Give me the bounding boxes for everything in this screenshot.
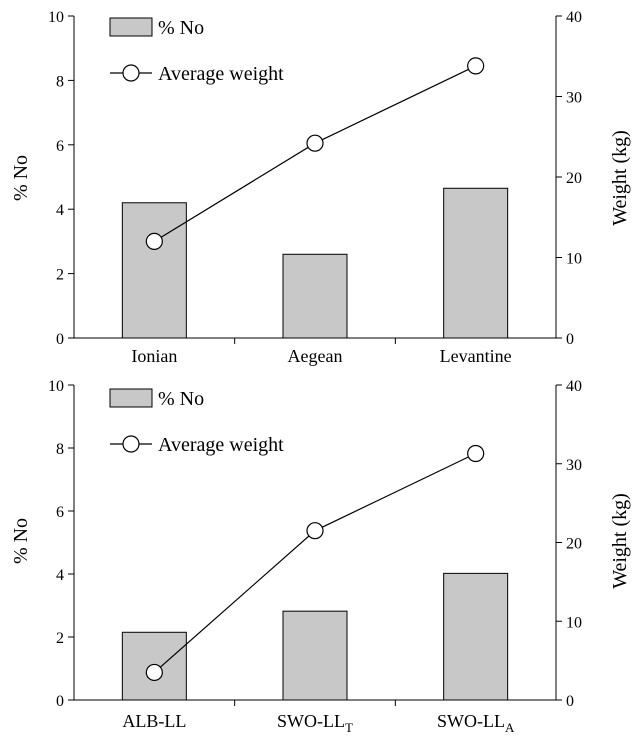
right-y-tick-label: 30 <box>566 90 582 107</box>
x-category-label-subscript: A <box>505 720 515 735</box>
right-axis-title: Weight (kg) <box>609 130 631 226</box>
x-category-label: Levantine <box>440 346 512 366</box>
legend-bar-swatch <box>109 17 153 37</box>
x-category-label: SWO-LLT <box>277 711 353 735</box>
left-y-tick-label: 8 <box>56 441 64 458</box>
right-y-tick-label: 0 <box>566 331 574 348</box>
legend: % No Average weight <box>109 17 284 85</box>
x-category-label: Aegean <box>288 346 343 366</box>
right-y-tick-label: 20 <box>566 170 582 187</box>
right-y-tick-label: 30 <box>566 457 582 474</box>
average-weight-point-3 <box>467 444 485 463</box>
x-category-label-subscript: T <box>345 720 353 735</box>
legend-bar-label: % No <box>158 17 204 39</box>
bar-2 <box>282 610 348 701</box>
left-y-tick-label: 2 <box>56 630 64 647</box>
left-y-tick-label: 4 <box>56 567 64 584</box>
chart-panel-1: 0 2 4 6 8 10 0 10 20 30 40 Ionian Aegean Levantine % N… <box>10 9 631 366</box>
legend-line-marker <box>122 435 140 453</box>
x-category-label: SWO-LLA <box>437 711 515 735</box>
left-y-tick-label: 6 <box>56 504 64 521</box>
average-weight-point-1 <box>145 232 163 250</box>
bar-3 <box>443 572 509 701</box>
right-y-tick-label: 20 <box>566 536 582 553</box>
left-y-tick-label: 4 <box>56 202 64 219</box>
right-y-tick-label: 40 <box>566 378 582 395</box>
right-y-tick-label: 40 <box>566 9 582 26</box>
average-weight-line <box>154 65 476 242</box>
legend-line-marker <box>122 64 140 82</box>
legend-line-label: Average weight <box>158 63 284 85</box>
right-y-tick-label: 10 <box>566 251 582 268</box>
legend-bar-label: % No <box>158 388 204 410</box>
average-weight-point-1 <box>145 663 163 682</box>
x-category-label-main: ALB-LL <box>122 711 186 731</box>
left-y-tick-label: 10 <box>48 9 64 26</box>
bar-2 <box>282 253 348 339</box>
left-y-tick-label: 2 <box>56 267 64 284</box>
x-category-label: Ionian <box>131 346 177 366</box>
average-weight-point-3 <box>467 57 485 75</box>
right-y-tick-label: 10 <box>566 614 582 631</box>
left-y-tick-label: 6 <box>56 138 64 155</box>
x-category-label: ALB-LL <box>122 711 186 731</box>
left-axis-title: % No <box>10 518 32 564</box>
left-y-tick-label: 0 <box>56 693 64 710</box>
average-weight-point-2 <box>306 134 324 152</box>
left-y-tick-label: 10 <box>48 378 64 395</box>
left-y-tick-label: 8 <box>56 73 64 90</box>
x-category-label-main: SWO-LL <box>437 711 505 731</box>
legend-bar-swatch <box>109 388 153 408</box>
right-y-tick-label: 0 <box>566 693 574 710</box>
bar-3 <box>443 187 509 339</box>
left-y-tick-label: 0 <box>56 331 64 348</box>
legend-line-label: Average weight <box>158 434 284 456</box>
legend: % No Average weight <box>109 388 284 456</box>
left-axis-title: % No <box>10 155 32 201</box>
average-weight-point-2 <box>306 522 324 540</box>
bar-1 <box>121 202 187 339</box>
x-category-label-main: SWO-LL <box>277 711 345 731</box>
right-axis-title: Weight (kg) <box>609 493 631 589</box>
